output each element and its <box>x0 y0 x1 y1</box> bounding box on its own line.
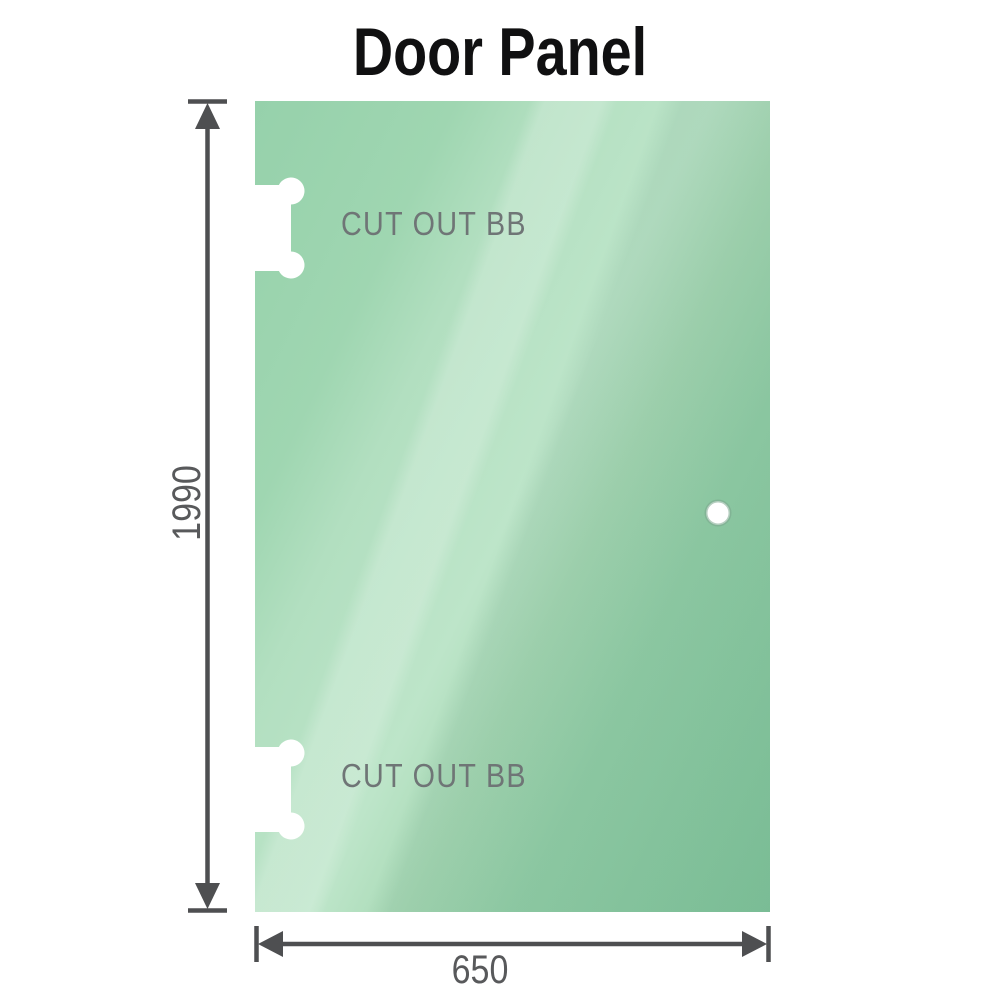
cutout-label-top: CUT OUT BB <box>341 205 527 242</box>
glass-reflection-overlay <box>255 101 770 912</box>
width-dim-arrow-left-icon <box>258 931 283 957</box>
handle-hole <box>704 499 732 527</box>
height-dim-arrow-down-icon <box>195 883 220 909</box>
width-dim-label: 650 <box>451 948 509 992</box>
height-dim-label: 1990 <box>165 465 209 541</box>
width-dim-arrow-right-icon <box>742 931 767 957</box>
page-title: Door Panel <box>352 14 648 90</box>
height-dimension <box>188 99 227 913</box>
hinge-cutout-bottom-shape <box>253 739 305 840</box>
hinge-cutout-top-shape <box>253 177 305 279</box>
height-dim-arrow-up-icon <box>195 103 220 129</box>
cutout-label-bottom: CUT OUT BB <box>341 757 527 794</box>
width-dimension <box>254 926 771 962</box>
